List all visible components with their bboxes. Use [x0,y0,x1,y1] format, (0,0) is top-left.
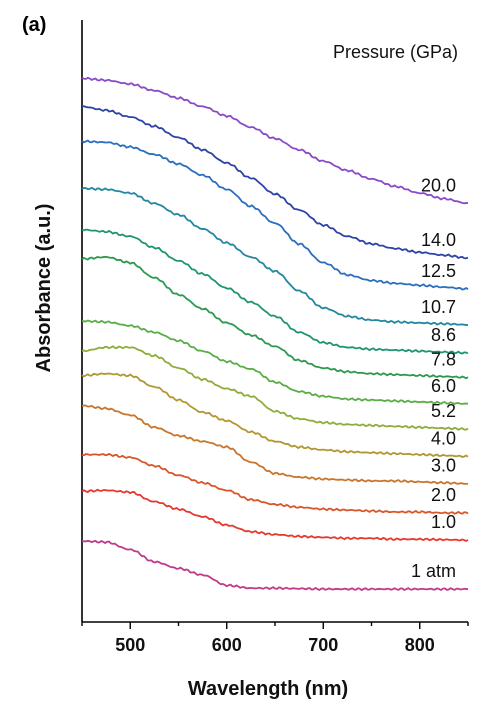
spectrum-line [81,319,469,405]
legend-title: Pressure (GPa) [333,42,458,62]
x-axis-label: Wavelength (nm) [188,678,348,700]
spectrum-line [81,186,469,326]
series-label: 20.0 [421,175,456,195]
spectrum-line [81,404,469,485]
spectrum-line [81,372,469,458]
series-label: 2.0 [431,485,456,505]
plot-axes [81,20,468,623]
series-label: 3.0 [431,456,456,476]
spectrum-line [81,76,469,205]
spectrum-line [81,488,469,543]
spectrum-line [81,539,469,592]
x-tick-label: 700 [308,635,338,655]
y-axis-label: Absorbance (a.u.) [33,204,55,373]
series-label: 14.0 [421,230,456,250]
spectrum-line [81,255,469,380]
series-label: 8.6 [431,325,456,345]
series-labels: 1 atm 1.0 2.0 3.0 4.0 5.2 6.0 7.8 8.6 10.7 12.5 14.… [411,175,456,581]
x-tick-label: 600 [212,635,242,655]
x-axis-ticks: 500 600 700 800 [81,622,469,655]
series-label: 7.8 [431,349,456,369]
spectrum-line [81,105,469,260]
x-tick-label: 500 [115,635,145,655]
series-label: 4.0 [431,428,456,448]
spectrum-line [81,139,469,291]
x-tick-label: 800 [405,635,435,655]
spectrum-line [81,452,469,515]
spectrum-line [81,228,469,355]
series-label: 1.0 [431,512,456,532]
series-label: 5.2 [431,401,456,421]
series-label: 10.7 [421,297,456,317]
series-label: 1 atm [411,561,456,581]
series-layer [81,76,469,592]
spectrum-line [81,345,469,431]
panel-label: (a) [22,14,47,36]
series-label: 6.0 [431,376,456,396]
series-label: 12.5 [421,261,456,281]
